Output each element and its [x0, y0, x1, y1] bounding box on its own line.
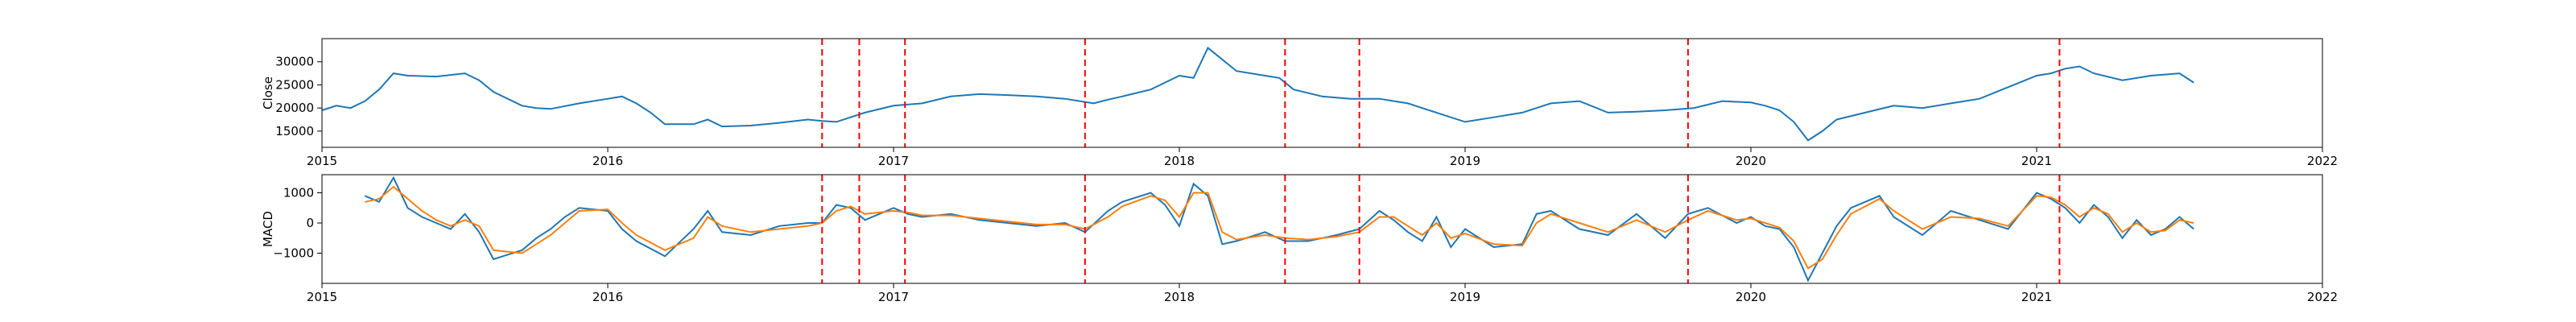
axes-frame — [321, 174, 2323, 284]
x-tick-label: 2015 — [307, 154, 337, 168]
x-tick-label: 2016 — [592, 154, 623, 168]
y-tick-label: 1000 — [283, 186, 314, 200]
x-tick-label: 2019 — [1450, 154, 1480, 168]
x-tick-label: 2015 — [307, 290, 337, 304]
y-tick-label: 25000 — [275, 77, 314, 92]
y-tick-label: 20000 — [275, 101, 314, 115]
y-tick-label: 0 — [306, 216, 314, 230]
y-axis-label: Close — [261, 76, 275, 109]
x-tick-label: 2017 — [878, 154, 909, 168]
x-tick-label: 2018 — [1164, 290, 1195, 304]
x-tick-label: 2022 — [2307, 290, 2338, 304]
x-tick-label: 2021 — [2021, 154, 2052, 168]
axes-frame — [321, 38, 2323, 148]
y-tick-label: 30000 — [275, 55, 314, 69]
x-tick-label: 2018 — [1164, 154, 1195, 168]
y-axis-label: MACD — [261, 211, 275, 247]
x-tick-label: 2021 — [2021, 290, 2052, 304]
x-tick-label: 2017 — [878, 290, 909, 304]
y-tick-label: −1000 — [273, 246, 314, 261]
x-tick-label: 2019 — [1450, 290, 1480, 304]
macd-panel: 2015 2016 2017 2018 2019 2020 2021 2022 −1000 0 10… — [261, 174, 2338, 304]
x-tick-label: 2020 — [1736, 154, 1766, 168]
y-tick-label: 15000 — [275, 124, 314, 138]
close-price-panel: 2015 2016 2017 2018 2019 2020 2021 2022 15000 200… — [261, 38, 2338, 168]
x-tick-label: 2020 — [1736, 290, 1766, 304]
x-tick-label: 2022 — [2307, 154, 2338, 168]
series-line-0 — [321, 46, 2194, 142]
series-line-1 — [365, 185, 2194, 270]
x-tick-label: 2016 — [592, 290, 623, 304]
